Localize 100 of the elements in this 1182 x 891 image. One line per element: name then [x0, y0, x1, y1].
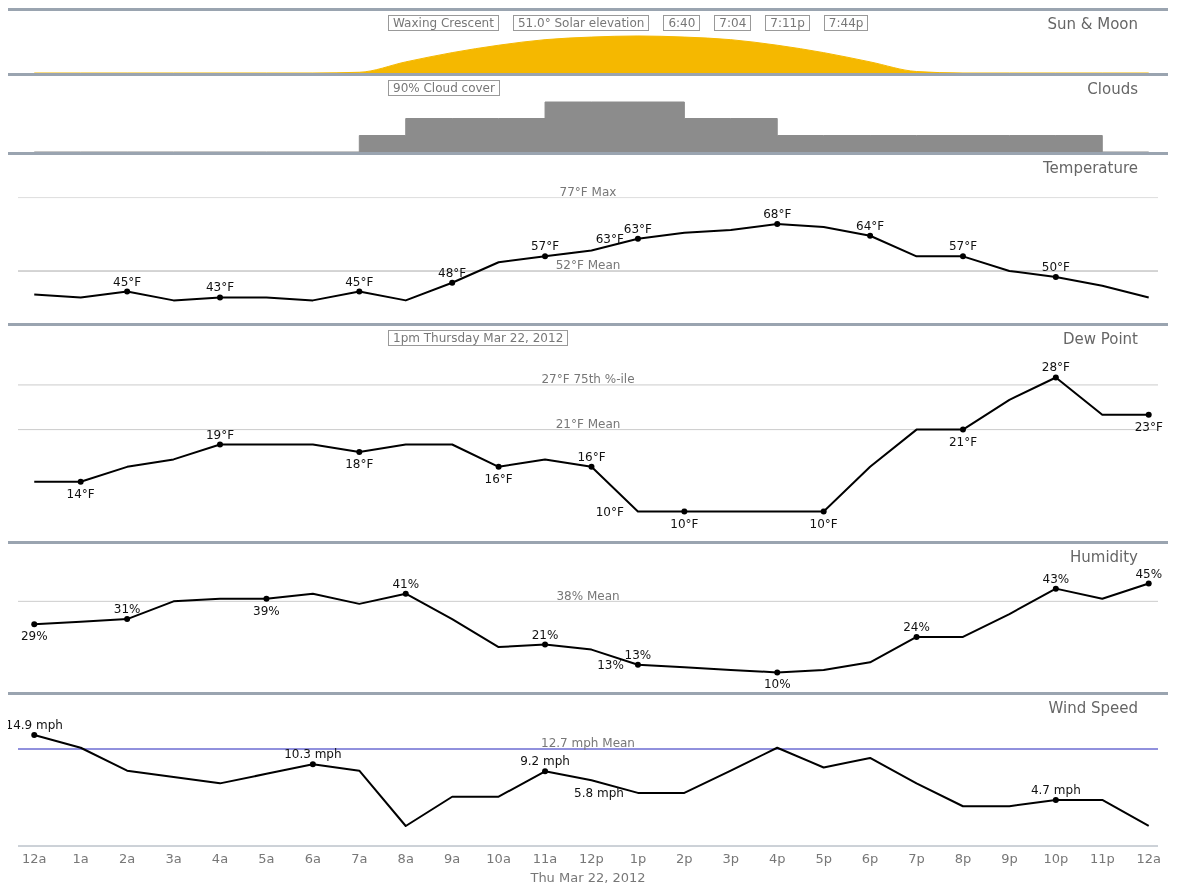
point — [681, 508, 688, 515]
data-label: 41% — [392, 576, 420, 591]
data-label: 14°F — [66, 486, 95, 501]
data-label: 23°F — [1134, 419, 1163, 434]
x-tick-label: 7p — [908, 851, 925, 867]
point — [402, 590, 409, 597]
data-label: 64°F — [856, 218, 885, 233]
data-label: 45% — [1135, 566, 1163, 581]
point — [31, 732, 38, 739]
x-tick-label: 10p — [1043, 851, 1069, 867]
point — [309, 761, 316, 768]
data-label: 57°F — [948, 239, 978, 254]
annotation: 13% — [597, 658, 624, 673]
data-label: 10°F — [809, 516, 838, 531]
x-tick-label: 11p — [1089, 851, 1115, 867]
x-tick-label: 9p — [1001, 851, 1018, 867]
data-label: 68°F — [763, 207, 792, 222]
text: 7:44p — [823, 15, 869, 31]
data-label: 9.2 mph — [520, 754, 570, 769]
data-label: 39% — [253, 603, 280, 618]
data-label: 31% — [113, 602, 141, 617]
x-tick-label: 9a — [444, 851, 461, 867]
text: 7:04 — [714, 15, 752, 31]
data-label: 57°F — [530, 239, 560, 254]
point — [959, 253, 966, 260]
x-tick-label: 4p — [768, 851, 786, 867]
text: 90% Cloud cover — [388, 80, 500, 96]
data-label: 48°F — [438, 265, 467, 280]
x-tick-label: 11a — [532, 851, 558, 867]
x-tick-label: 1a — [72, 851, 89, 867]
x-tick-label: 4a — [211, 851, 229, 867]
x-tick-label: 12a — [1136, 851, 1161, 867]
x-tick-label: 10a — [486, 851, 511, 867]
point — [1052, 585, 1059, 592]
point — [124, 616, 131, 623]
x-tick-label: 12a — [21, 851, 47, 867]
chart-title: Dew Point — [1062, 330, 1138, 348]
point — [1145, 411, 1152, 418]
x-tick-label: 5p — [815, 851, 832, 867]
x-axis-title: Thu Mar 22, 2012 — [529, 870, 647, 885]
data-label: 10.3 mph — [284, 747, 342, 762]
data-label: 24% — [903, 619, 930, 634]
point — [542, 253, 549, 260]
x-tick-label: 2a — [119, 851, 136, 867]
x-tick-label: 8p — [954, 851, 972, 867]
ref-line-label: 12.7 mph Mean — [541, 736, 635, 751]
x-tick-label: 5a — [258, 851, 275, 867]
x-tick-label: 6a — [304, 851, 321, 867]
point — [867, 232, 874, 239]
data-label: 50°F — [1041, 259, 1071, 274]
data-label: 10°F — [670, 516, 699, 531]
text: 1pm Thursday Mar 22, 2012 — [388, 330, 569, 346]
data-label: 63°F — [623, 221, 653, 236]
point — [634, 661, 641, 668]
data-label: 45°F — [345, 274, 374, 289]
point — [1145, 580, 1152, 587]
point — [774, 221, 781, 228]
point — [495, 463, 502, 470]
x-tick-label: 7a — [351, 851, 368, 867]
chart-title: Humidity — [1069, 548, 1138, 566]
chart-title: Clouds — [1087, 80, 1138, 98]
point — [1052, 374, 1059, 381]
point — [77, 478, 84, 485]
x-tick-label: 8a — [397, 851, 414, 867]
point — [449, 279, 456, 286]
x-tick-label: 3p — [722, 851, 740, 867]
point — [588, 463, 595, 470]
text: 6:40 — [663, 15, 701, 31]
point — [913, 633, 920, 640]
data-label: 18°F — [345, 456, 374, 471]
annotation: 10°F — [595, 504, 625, 519]
point — [217, 294, 223, 301]
data-label: 28°F — [1041, 360, 1071, 375]
annotation: 5.8 mph — [574, 786, 624, 801]
x-tick-label: 2p — [676, 851, 693, 867]
text: 51.0° Solar elevation — [512, 15, 650, 31]
chart-title: Sun & Moon — [1047, 15, 1138, 33]
point — [31, 621, 38, 628]
point — [820, 508, 827, 515]
point — [1052, 273, 1059, 280]
ref-line-label: 27°F 75th %-ile — [541, 372, 635, 387]
chart-title: Wind Speed — [1048, 699, 1138, 717]
x-tick-label: 1p — [629, 851, 647, 867]
annotation: 63°F — [595, 231, 625, 246]
data-label: 10% — [763, 677, 791, 692]
ref-line-label: 38% Mean — [556, 588, 620, 603]
point — [634, 235, 641, 242]
point — [217, 441, 223, 448]
x-tick-label: 12p — [579, 851, 604, 867]
point — [542, 768, 549, 775]
data-label: 43% — [1042, 571, 1070, 586]
chart-title: Temperature — [1042, 159, 1138, 177]
data-label: 45°F — [113, 274, 142, 289]
text: 7:11p — [765, 15, 810, 31]
data-label: 21% — [531, 627, 559, 642]
x-tick-label: 6p — [861, 851, 879, 867]
ref-line-label: 77°F Max — [559, 184, 617, 199]
point — [542, 641, 549, 648]
data-label: 43°F — [205, 280, 235, 295]
point — [356, 448, 363, 455]
